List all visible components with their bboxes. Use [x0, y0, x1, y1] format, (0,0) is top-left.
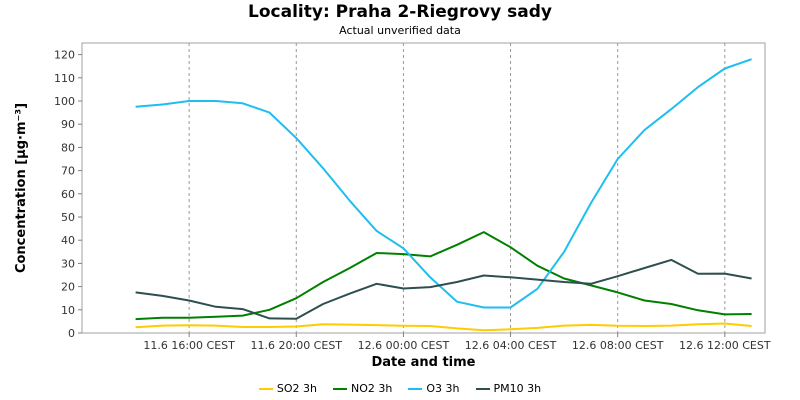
- chart-subtitle: Actual unverified data: [339, 24, 461, 37]
- legend-item: O3 3h: [408, 382, 460, 395]
- y-tick-label: 100: [54, 95, 75, 108]
- chart-title: Locality: Praha 2-Riegrovy sady: [248, 2, 552, 22]
- y-tick-label: 120: [54, 49, 75, 62]
- legend-swatch: [333, 387, 348, 390]
- y-axis-title: Concentration [µg·m⁻³]: [14, 103, 29, 273]
- y-tick-label: 10: [61, 304, 75, 317]
- series-line-o3-3h: [135, 58, 752, 309]
- legend-swatch: [258, 387, 273, 390]
- legend-item: PM10 3h: [475, 382, 542, 395]
- series-line-no2-3h: [135, 231, 752, 321]
- x-axis-title: Date and time: [371, 355, 475, 370]
- legend-label: SO2 3h: [276, 382, 318, 395]
- x-tick-label: 12.6 12:00 CEST: [679, 339, 771, 352]
- y-tick-label: 70: [61, 165, 75, 178]
- x-tick-label: 12.6 08:00 CEST: [572, 339, 664, 352]
- chart-legend: SO2 3h NO2 3h O3 3h PM10 3h: [0, 382, 800, 395]
- x-tick-label: 11.6 16:00 CEST: [143, 339, 235, 352]
- legend-label: NO2 3h: [351, 382, 393, 395]
- y-tick-label: 80: [61, 141, 75, 154]
- legend-item: SO2 3h: [258, 382, 318, 395]
- y-tick-label: 50: [61, 211, 75, 224]
- y-tick-label: 40: [61, 234, 75, 247]
- series-line-so2-3h: [135, 322, 752, 332]
- x-tick-label: 11.6 20:00 CEST: [251, 339, 343, 352]
- y-tick-label: 60: [61, 188, 75, 201]
- plot-area: [81, 42, 766, 334]
- y-tick-label: 90: [61, 118, 75, 131]
- y-tick-label: 30: [61, 257, 75, 270]
- y-tick-label: 110: [54, 72, 75, 85]
- y-tick-label: 0: [68, 327, 75, 340]
- series-line-pm10-3h: [135, 258, 752, 320]
- legend-label: PM10 3h: [493, 382, 542, 395]
- legend-item: NO2 3h: [333, 382, 392, 395]
- legend-swatch: [475, 387, 490, 390]
- legend-label: O3 3h: [426, 382, 460, 395]
- legend-swatch: [408, 387, 423, 390]
- y-tick-label: 20: [61, 281, 75, 294]
- x-tick-label: 12.6 00:00 CEST: [358, 339, 450, 352]
- x-tick-label: 12.6 04:00 CEST: [465, 339, 557, 352]
